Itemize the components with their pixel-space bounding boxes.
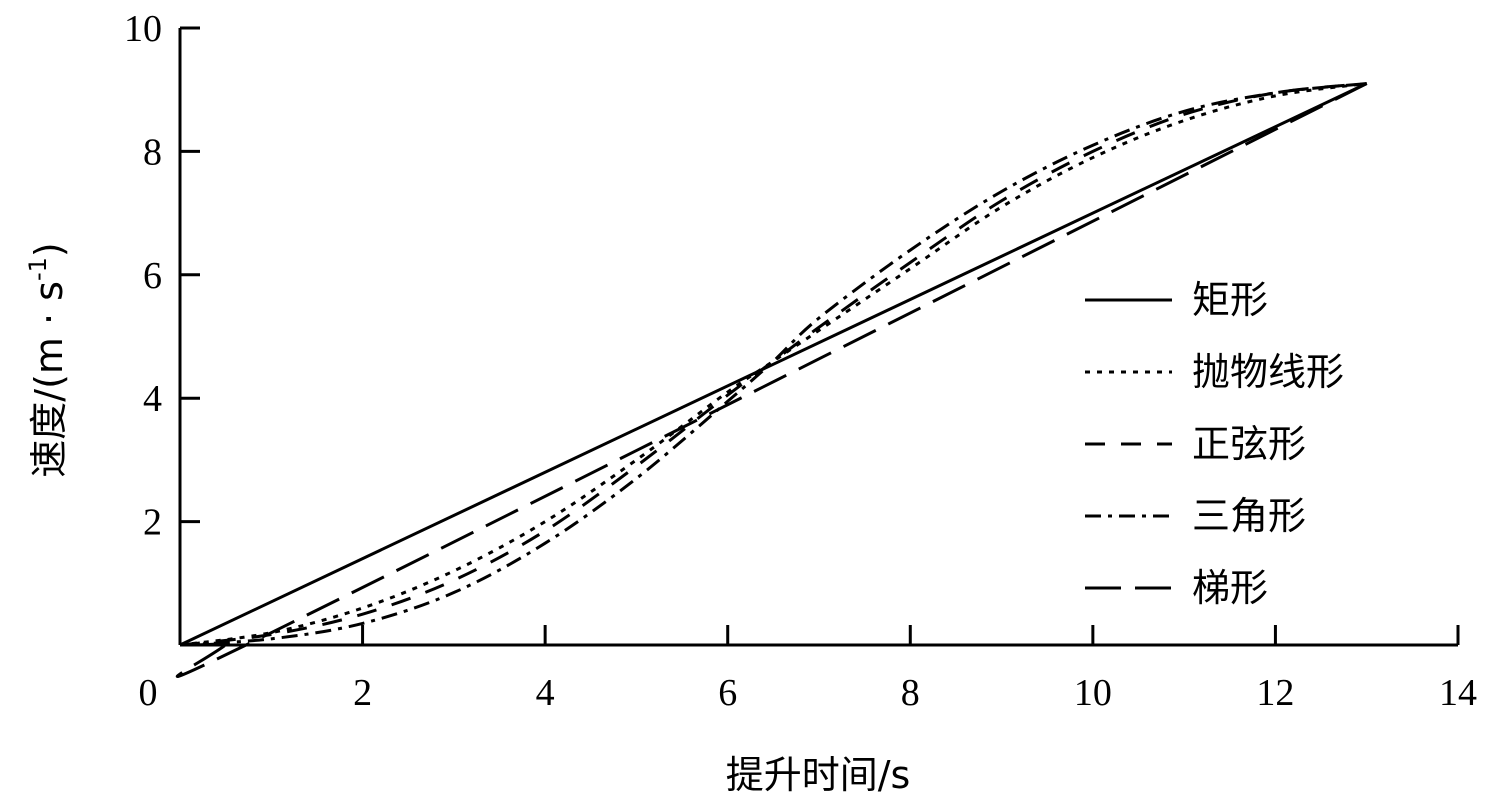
legend-label: 抛物线形 — [1192, 350, 1344, 394]
y-tick-label: 6 — [143, 255, 162, 297]
tick-marks — [180, 26, 1460, 645]
svg-text:速度/(m · s-1): 速度/(m · s-1) — [24, 242, 71, 477]
x-tick-label: 4 — [536, 672, 555, 714]
x-tick-label: 10 — [1074, 672, 1112, 714]
legend-label: 正弦形 — [1192, 422, 1306, 466]
y-axis-title-text: 速度/(m · s — [27, 281, 71, 478]
legend-label: 梯形 — [1192, 566, 1268, 610]
x-tick-label: 8 — [901, 672, 920, 714]
y-tick-label: 10 — [124, 8, 162, 50]
y-tick-label: 8 — [143, 131, 162, 173]
x-tick-label: 0 — [139, 672, 158, 714]
axes — [178, 28, 1458, 647]
legend-label: 矩形 — [1192, 278, 1268, 322]
series-line-1 — [179, 82, 1368, 647]
tick-labels: 0 2 4 6 8 10 12 14 2 4 6 8 10 — [124, 8, 1477, 714]
x-axis-title: 提升时间/s — [726, 753, 911, 797]
series-line-3 — [179, 82, 1367, 647]
series-lines — [175, 82, 1368, 678]
y-axis-title-close: ) — [27, 242, 71, 257]
series-line-4 — [179, 82, 1367, 647]
x-tick-label: 14 — [1439, 672, 1477, 714]
x-tick-label: 2 — [353, 672, 372, 714]
series-line-5 — [175, 82, 1368, 678]
x-tick-label: 6 — [718, 672, 737, 714]
y-axis-title: 速度/(m · s-1) — [24, 242, 71, 477]
y-tick-label: 2 — [143, 502, 162, 544]
y-axis-title-superscript: -1 — [24, 257, 52, 281]
x-tick-label: 12 — [1256, 672, 1294, 714]
y-tick-label: 4 — [143, 378, 162, 420]
legend-label: 三角形 — [1192, 494, 1306, 538]
series-line-2 — [179, 82, 1367, 647]
